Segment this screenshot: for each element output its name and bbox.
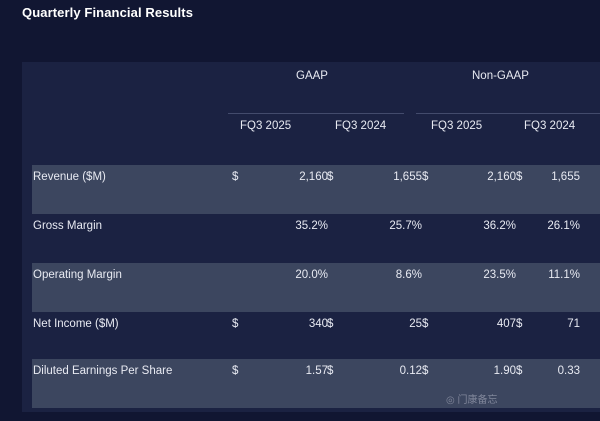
value-non-gaap-fq3-2025: 23.5% (483, 269, 516, 281)
currency-symbol: $ (327, 365, 334, 377)
row-label: Diluted Earnings Per Share (33, 365, 173, 377)
value-gaap-fq3-2025: 35.2% (295, 220, 328, 232)
currency-symbol: $ (422, 365, 429, 377)
column-header-non-gaap-fq3-2025: FQ3 2025 (431, 120, 483, 132)
value-non-gaap-fq3-2024: 1,655 (551, 171, 580, 183)
value-gaap-fq3-2025: 340 (308, 318, 328, 330)
value-gaap-fq3-2024: 0.12 (399, 365, 422, 377)
currency-symbol: $ (516, 171, 523, 183)
row-label: Gross Margin (33, 220, 103, 232)
row-label: Net Income ($M) (33, 318, 119, 330)
row-label: Revenue ($M) (33, 171, 106, 183)
table-row-revenue: Revenue ($M) $ 2,160 $ 1,655 $ 2,160 $ 1… (32, 165, 600, 214)
gaap-group-header: GAAP (296, 70, 328, 82)
table-row-operating-margin: Operating Margin 20.0% 8.6% 23.5% 11.1% (32, 263, 600, 312)
column-header-gaap-fq3-2024: FQ3 2024 (335, 120, 387, 132)
value-non-gaap-fq3-2024: 11.1% (548, 269, 580, 281)
currency-symbol: $ (422, 318, 429, 330)
value-gaap-fq3-2025: 20.0% (295, 269, 328, 281)
value-non-gaap-fq3-2025: 1.90 (493, 365, 516, 377)
currency-symbol: $ (516, 365, 523, 377)
page-title: Quarterly Financial Results (22, 5, 194, 20)
value-non-gaap-fq3-2025: 36.2% (483, 220, 516, 232)
currency-symbol: $ (422, 171, 429, 183)
value-gaap-fq3-2025: 2,160 (299, 171, 328, 183)
value-non-gaap-fq3-2025: 407 (496, 318, 516, 330)
gaap-group-divider (228, 113, 404, 114)
currency-symbol: $ (516, 318, 523, 330)
value-gaap-fq3-2025: 1.57 (305, 365, 328, 377)
table-row-diluted-eps: Diluted Earnings Per Share $ 1.57 $ 0.12… (32, 359, 600, 408)
table-row-net-income: Net Income ($M) $ 340 $ 25 $ 407 $ 71 (32, 312, 600, 361)
results-table-panel (22, 62, 600, 412)
source-watermark: ◎ 门康备忘 (446, 395, 498, 406)
value-non-gaap-fq3-2024: 26.1% (547, 220, 580, 232)
table-row-gross-margin: Gross Margin 35.2% 25.7% 36.2% 26.1% (32, 214, 600, 263)
non-gaap-group-header: Non-GAAP (472, 70, 529, 82)
value-non-gaap-fq3-2024: 71 (567, 318, 580, 330)
value-gaap-fq3-2024: 8.6% (395, 269, 422, 281)
currency-symbol: $ (232, 318, 239, 330)
currency-symbol: $ (232, 171, 239, 183)
currency-symbol: $ (232, 365, 239, 377)
row-label: Operating Margin (33, 269, 122, 281)
column-header-gaap-fq3-2025: FQ3 2025 (240, 120, 292, 132)
currency-symbol: $ (327, 171, 334, 183)
currency-symbol: $ (327, 318, 334, 330)
value-non-gaap-fq3-2024: 0.33 (557, 365, 580, 377)
value-non-gaap-fq3-2025: 2,160 (487, 171, 516, 183)
column-header-non-gaap-fq3-2024: FQ3 2024 (524, 120, 576, 132)
value-gaap-fq3-2024: 1,655 (393, 171, 422, 183)
non-gaap-group-divider (416, 113, 600, 114)
value-gaap-fq3-2024: 25.7% (389, 220, 422, 232)
value-gaap-fq3-2024: 25 (409, 318, 422, 330)
